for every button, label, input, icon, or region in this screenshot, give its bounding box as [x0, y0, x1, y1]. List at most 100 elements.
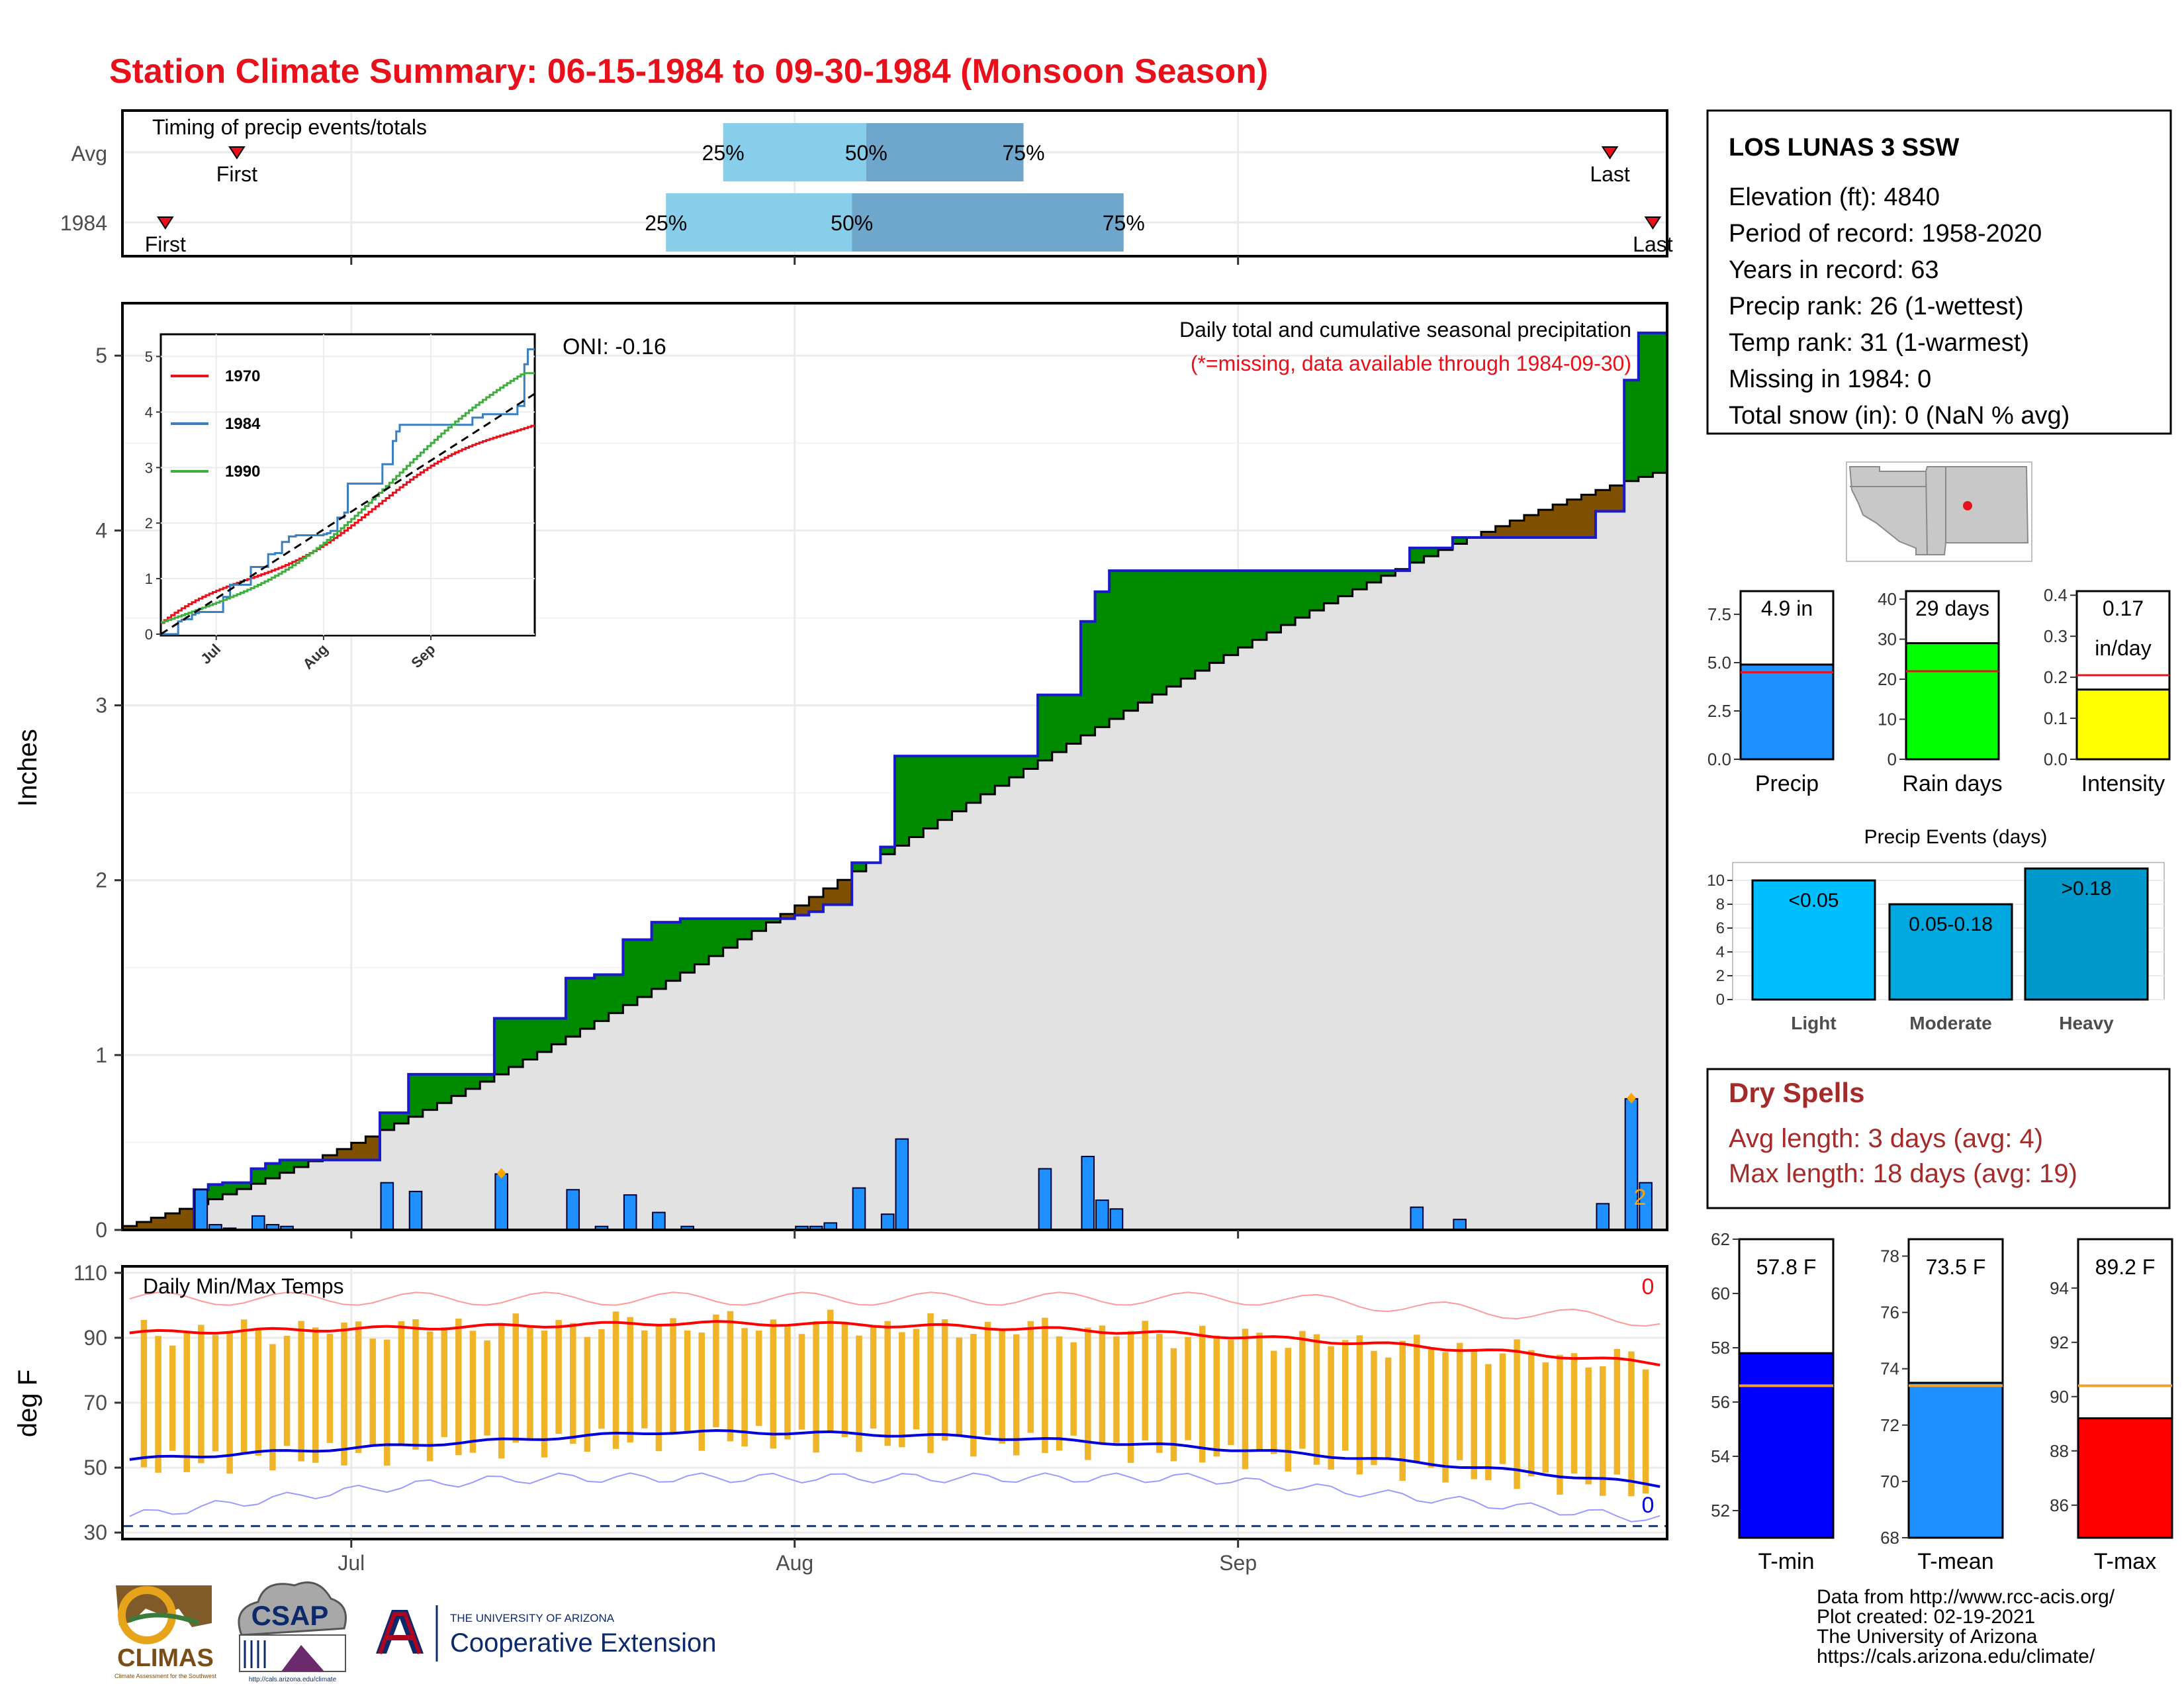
daily-temp-bar — [441, 1327, 448, 1438]
csap-url-text: http://cals.arizona.edu/climate — [249, 1676, 337, 1683]
events-ytick-label: 6 — [1716, 919, 1725, 937]
above-avg-fill — [1238, 571, 1253, 648]
events-bar-label: <0.05 — [1789, 890, 1839, 912]
above-avg-fill — [580, 978, 595, 1029]
daily-temp-bar — [1242, 1329, 1249, 1470]
temp-bar-ytick-label: 70 — [1880, 1472, 1899, 1491]
record-min-line — [129, 1472, 1661, 1523]
daily-temp-bar — [183, 1331, 191, 1472]
daily-precip-bar — [1109, 1208, 1124, 1231]
above-avg-fill — [551, 1018, 567, 1045]
above-avg-fill — [1338, 571, 1353, 596]
below-avg-fill — [1553, 504, 1568, 538]
events-bar-name: Light — [1791, 1013, 1836, 1033]
daily-temp-bar — [1256, 1333, 1263, 1452]
below-avg-fill — [1595, 490, 1611, 512]
daily-precip-bar — [852, 1187, 866, 1231]
daily-temp-bar — [1485, 1364, 1492, 1481]
above-avg-fill — [451, 1074, 467, 1096]
daily-precip-bar — [1038, 1168, 1052, 1231]
daily-temp-bar — [298, 1321, 304, 1462]
inset-ytick-label: 5 — [145, 349, 153, 365]
above-avg-fill — [1281, 571, 1296, 626]
mini-bar-ytick-label: 2.5 — [1707, 701, 1731, 721]
mini-bar-ytick-label: 5.0 — [1707, 653, 1731, 673]
daily-temp-bar — [1199, 1325, 1206, 1463]
below-avg-fill — [165, 1213, 181, 1230]
footer-line-1: Data from http://www.rcc-acis.org/ — [1817, 1586, 2115, 1608]
daily-temp-bar — [155, 1336, 161, 1473]
daily-temp-bar — [1342, 1340, 1349, 1451]
daily-temp-bar — [1328, 1346, 1334, 1470]
timing-pct-label: 25% — [702, 141, 745, 165]
events-bar — [1751, 879, 1876, 1001]
below-avg-fill — [794, 905, 809, 915]
temp-bar-value — [1738, 1352, 1835, 1539]
above-avg-fill — [594, 974, 610, 1021]
above-avg-fill — [709, 918, 724, 957]
events-title: Precip Events (days) — [1864, 826, 2048, 848]
mini-bar-ytick-label: 0 — [1888, 749, 1897, 769]
below-avg-fill — [1610, 485, 1625, 512]
daily-temp-bar — [1456, 1342, 1463, 1460]
timing-event-marker — [156, 216, 174, 230]
below-avg-fill — [351, 1143, 366, 1160]
precip-ytick-label: 1 — [95, 1043, 107, 1067]
daily-temp-bar — [698, 1333, 705, 1451]
daily-temp-bar — [469, 1331, 477, 1453]
above-avg-fill — [208, 1184, 223, 1199]
daily-temp-bar — [641, 1331, 648, 1429]
daily-temp-bar — [498, 1325, 505, 1459]
mini-bar-value-label: 29 days — [1915, 596, 1989, 620]
mini-bar-ytick-label: 0.2 — [2044, 667, 2068, 687]
events-ytick-label: 2 — [1716, 967, 1725, 985]
events-ytick-label: 10 — [1707, 872, 1725, 890]
station-location-marker — [1963, 501, 1972, 510]
daily-temp-bar — [956, 1337, 963, 1435]
daily-precip-bar — [880, 1213, 895, 1231]
above-avg-fill — [380, 1113, 395, 1131]
dry-spells-box: Dry Spells Avg length: 3 days (avg: 4) M… — [1706, 1068, 2171, 1209]
daily-temp-bar — [999, 1328, 1005, 1444]
above-avg-fill — [909, 756, 924, 837]
daily-temp-bar — [1185, 1336, 1191, 1440]
temp-bar-ytick-label: 60 — [1711, 1284, 1730, 1303]
mini-bar-value-label: in/day — [2095, 636, 2151, 660]
above-avg-fill — [995, 756, 1010, 786]
mini-bar-ytick-label: 20 — [1878, 669, 1897, 689]
below-avg-fill — [780, 914, 796, 919]
temp-min-count: 0 — [1642, 1493, 1655, 1518]
csap-logo-text: CSAP — [251, 1600, 329, 1631]
temperature-summary-bars: 52 54 56 58 60 62 57.8 F T-min 68 70 72 74 76 78 73.5 … — [1711, 1229, 2173, 1574]
inset-ytick-label: 2 — [145, 515, 153, 532]
inset-avg-line — [160, 393, 535, 635]
daily-temp-bar — [612, 1311, 619, 1449]
below-avg-fill — [1481, 532, 1496, 538]
daily-precip-bar — [1453, 1219, 1467, 1231]
daily-temp-bar — [770, 1319, 777, 1449]
timing-event-marker — [1601, 146, 1619, 160]
timing-row-avg-label: Avg — [71, 142, 107, 165]
month-tick-label: Jul — [338, 1551, 365, 1575]
daily-temp-bar — [1299, 1331, 1306, 1449]
above-avg-fill — [1309, 571, 1324, 611]
timing-pct-label: 75% — [1002, 141, 1044, 165]
above-avg-fill — [1066, 694, 1081, 744]
temp-bar-name: T-mean — [1917, 1549, 1993, 1574]
above-avg-fill — [1209, 571, 1224, 663]
above-avg-fill — [279, 1160, 295, 1173]
daily-temp-bar — [627, 1317, 633, 1443]
timing-q1-bar — [666, 193, 852, 252]
daily-temp-bar — [1557, 1354, 1563, 1495]
daily-temp-bar — [1142, 1321, 1148, 1440]
daily-temp-bar — [412, 1319, 419, 1450]
daily-temp-bar — [784, 1325, 791, 1440]
daily-temp-bar — [226, 1332, 233, 1474]
above-avg-fill — [623, 939, 638, 1006]
daily-temp-bar — [584, 1336, 591, 1452]
daily-temp-bar — [927, 1313, 934, 1454]
mini-bar-ytick-label: 0.1 — [2044, 708, 2068, 728]
dry-spells-title: Dry Spells — [1729, 1077, 1864, 1108]
mini-bar-name: Intensity — [2081, 771, 2165, 796]
daily-temp-bar — [140, 1319, 148, 1468]
